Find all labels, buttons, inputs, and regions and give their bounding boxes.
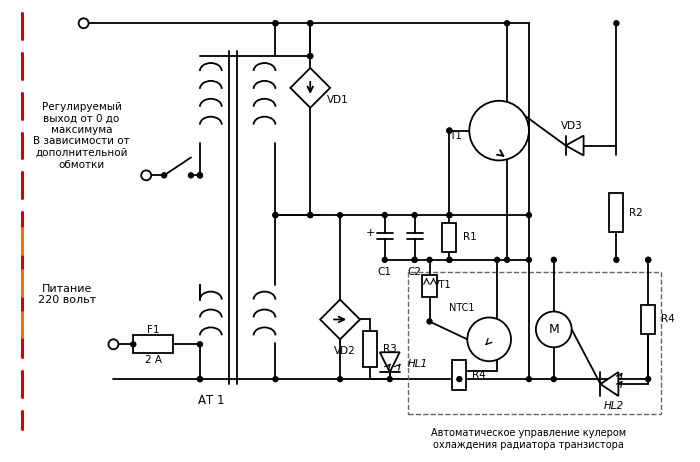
Bar bbox=[421, 275, 438, 297]
Polygon shape bbox=[290, 68, 330, 108]
Circle shape bbox=[552, 257, 556, 262]
Circle shape bbox=[447, 213, 452, 218]
Circle shape bbox=[645, 257, 651, 262]
Text: HL1: HL1 bbox=[407, 359, 428, 369]
Circle shape bbox=[412, 213, 417, 218]
Text: VT1: VT1 bbox=[433, 280, 451, 290]
Circle shape bbox=[505, 257, 510, 262]
Text: Автоматическое управление кулером
охлаждения радиатора транзистора: Автоматическое управление кулером охлажд… bbox=[431, 428, 626, 450]
Circle shape bbox=[273, 377, 278, 382]
Circle shape bbox=[308, 54, 313, 59]
Circle shape bbox=[273, 213, 278, 218]
Polygon shape bbox=[320, 299, 360, 340]
Circle shape bbox=[273, 21, 278, 26]
Circle shape bbox=[427, 319, 432, 324]
Circle shape bbox=[308, 213, 313, 218]
Text: VD2: VD2 bbox=[334, 346, 356, 356]
Circle shape bbox=[188, 173, 193, 178]
Text: C2: C2 bbox=[407, 267, 421, 277]
Circle shape bbox=[447, 213, 452, 218]
Circle shape bbox=[526, 377, 531, 382]
Circle shape bbox=[308, 54, 313, 59]
Circle shape bbox=[526, 257, 531, 262]
Circle shape bbox=[447, 257, 452, 262]
Polygon shape bbox=[601, 372, 618, 396]
Bar bbox=[407, 272, 661, 414]
Circle shape bbox=[308, 21, 313, 26]
Circle shape bbox=[468, 317, 511, 361]
Bar bbox=[452, 360, 466, 390]
Circle shape bbox=[614, 21, 619, 26]
Circle shape bbox=[131, 342, 136, 347]
Circle shape bbox=[382, 213, 387, 218]
Circle shape bbox=[197, 377, 202, 382]
Circle shape bbox=[645, 257, 651, 262]
Circle shape bbox=[427, 257, 432, 262]
Circle shape bbox=[447, 257, 452, 262]
Circle shape bbox=[273, 21, 278, 26]
Circle shape bbox=[412, 257, 417, 262]
Text: C1: C1 bbox=[378, 267, 392, 277]
Circle shape bbox=[457, 377, 462, 382]
Circle shape bbox=[495, 257, 500, 262]
Text: M: M bbox=[548, 323, 559, 336]
Text: R3: R3 bbox=[383, 344, 397, 354]
Circle shape bbox=[412, 257, 417, 262]
Circle shape bbox=[447, 128, 452, 133]
Text: Питание
220 вольт: Питание 220 вольт bbox=[38, 284, 96, 305]
Circle shape bbox=[162, 173, 167, 178]
Circle shape bbox=[273, 213, 278, 218]
Text: VD1: VD1 bbox=[327, 95, 349, 105]
Text: Регулируемый
выход от 0 до
максимума
В зависимости от
дополнительной
обмотки: Регулируемый выход от 0 до максимума В з… bbox=[34, 102, 130, 170]
Circle shape bbox=[308, 21, 313, 26]
Circle shape bbox=[197, 173, 202, 178]
Circle shape bbox=[536, 311, 572, 347]
Text: VD3: VD3 bbox=[561, 121, 582, 131]
Circle shape bbox=[78, 18, 89, 28]
Circle shape bbox=[382, 257, 387, 262]
Circle shape bbox=[141, 170, 151, 180]
Text: АТ 1: АТ 1 bbox=[197, 395, 224, 407]
Circle shape bbox=[337, 377, 342, 382]
Text: F1: F1 bbox=[147, 325, 160, 335]
Circle shape bbox=[197, 173, 202, 178]
Bar bbox=[641, 304, 655, 334]
Text: R4: R4 bbox=[661, 315, 675, 324]
Text: R4: R4 bbox=[473, 370, 486, 380]
Circle shape bbox=[469, 101, 529, 160]
Circle shape bbox=[337, 213, 342, 218]
Circle shape bbox=[308, 213, 313, 218]
Circle shape bbox=[505, 21, 510, 26]
Polygon shape bbox=[566, 135, 584, 155]
Bar bbox=[442, 223, 456, 252]
Circle shape bbox=[526, 213, 531, 218]
Circle shape bbox=[108, 340, 118, 349]
Bar bbox=[610, 193, 623, 232]
Circle shape bbox=[645, 377, 651, 382]
Circle shape bbox=[197, 342, 202, 347]
Circle shape bbox=[447, 128, 452, 133]
Circle shape bbox=[197, 377, 202, 382]
Circle shape bbox=[387, 377, 392, 382]
Text: NTC1: NTC1 bbox=[449, 303, 475, 312]
Bar bbox=[133, 335, 173, 353]
Text: +: + bbox=[366, 228, 376, 238]
Circle shape bbox=[614, 257, 619, 262]
Text: HL2: HL2 bbox=[603, 401, 624, 411]
Circle shape bbox=[552, 377, 556, 382]
Text: 2 А: 2 А bbox=[145, 355, 162, 365]
Text: R1: R1 bbox=[463, 232, 477, 243]
Text: T1: T1 bbox=[449, 131, 462, 140]
Text: R2: R2 bbox=[629, 207, 643, 218]
Bar bbox=[363, 331, 377, 367]
Polygon shape bbox=[380, 352, 400, 372]
